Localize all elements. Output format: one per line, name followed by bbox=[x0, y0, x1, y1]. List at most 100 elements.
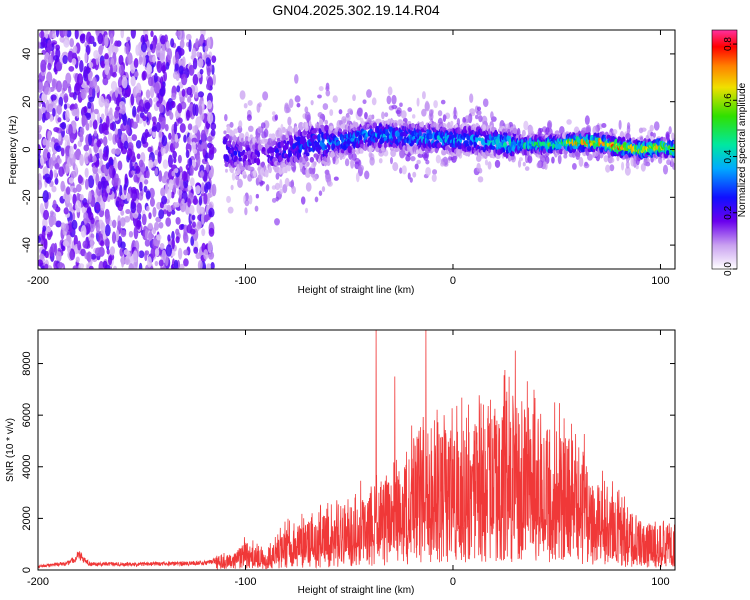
spectrogram-cell bbox=[114, 110, 119, 119]
spectrogram-cell bbox=[665, 131, 670, 140]
spectrogram-cell bbox=[477, 176, 484, 183]
spectrogram-cell bbox=[547, 120, 553, 130]
spectrogram-cell bbox=[652, 132, 656, 138]
spectrogram-cell bbox=[428, 134, 433, 140]
spectrogram-cell bbox=[665, 149, 670, 156]
spectrogram-cell bbox=[371, 97, 377, 106]
spectrogram-cell bbox=[201, 212, 205, 225]
spectrogram-cell bbox=[554, 143, 559, 150]
spectrogram-cell bbox=[176, 85, 181, 93]
spectrogram-cell bbox=[174, 133, 179, 143]
spectrogram-cell bbox=[310, 99, 314, 106]
spectrogram-cell bbox=[179, 200, 187, 213]
spectrogram-cell bbox=[81, 115, 88, 126]
spectrogram-cell bbox=[64, 134, 69, 142]
spectrogram-cell bbox=[79, 194, 84, 201]
spectrogram-cell bbox=[566, 119, 572, 125]
spectrogram-cell bbox=[435, 154, 441, 164]
spectrogram-cell bbox=[325, 89, 331, 97]
spectrogram-cell bbox=[177, 247, 183, 260]
spectrogram-cell bbox=[138, 99, 145, 112]
spectrogram-cell bbox=[181, 88, 186, 97]
spectrogram-cell bbox=[318, 190, 323, 196]
spectrogram-cell bbox=[38, 81, 44, 93]
spectrogram-cell bbox=[120, 229, 127, 238]
spectrogram-cell bbox=[294, 126, 298, 133]
spectrogram-cell bbox=[102, 189, 108, 203]
spectrogram-cell bbox=[312, 144, 316, 152]
spectrogram-cell bbox=[317, 112, 323, 118]
spectrogram-cell bbox=[137, 213, 142, 220]
spectrogram-cell bbox=[319, 119, 324, 126]
spectrogram-cell bbox=[322, 103, 329, 111]
spectrogram-cell bbox=[83, 66, 88, 79]
spectrogram-cell bbox=[246, 114, 252, 122]
spectrogram-cell bbox=[568, 152, 575, 158]
spectrogram-cell bbox=[171, 238, 175, 250]
spectrogram-cell bbox=[421, 91, 426, 100]
spectrogram-cell bbox=[392, 162, 399, 172]
spectrogram-cell bbox=[161, 195, 168, 205]
spectrogram-cell bbox=[284, 177, 290, 187]
snr-series-line bbox=[38, 330, 675, 570]
snr-y-tick-label: 4000 bbox=[21, 455, 33, 479]
spectrogram-cell bbox=[84, 178, 89, 190]
spectrogram-cell bbox=[51, 33, 57, 39]
spectrogram-cell bbox=[178, 59, 183, 66]
snr-x-tick-label: 0 bbox=[450, 576, 456, 588]
spectrogram-cell bbox=[52, 107, 56, 117]
spectrogram-cell bbox=[231, 172, 236, 181]
spectrogram-cell bbox=[536, 162, 542, 169]
spectrogram-cell bbox=[326, 155, 330, 164]
spectrogram-cell bbox=[47, 62, 52, 71]
spectrogram-cell bbox=[112, 46, 119, 53]
spectrogram-cell bbox=[150, 85, 155, 99]
spectrogram-cell bbox=[356, 107, 363, 117]
spectrogram-cell bbox=[51, 185, 57, 193]
spectrogram-cell bbox=[109, 107, 113, 116]
spectrogram-cell bbox=[144, 250, 150, 256]
spectrogram-y-label: Frequency (Hz) bbox=[8, 116, 19, 185]
spectrogram-cell bbox=[227, 206, 234, 214]
spectrogram-cell bbox=[601, 122, 607, 129]
spectrogram-cell bbox=[284, 104, 290, 114]
spectrogram-cell bbox=[383, 149, 389, 157]
spectrogram-cell bbox=[164, 182, 169, 195]
spectrogram-cell bbox=[98, 260, 105, 269]
spectrogram-cell bbox=[168, 132, 172, 140]
spectrogram-cell bbox=[584, 148, 589, 152]
spectrogram-cell bbox=[156, 234, 162, 241]
spectrogram-cell bbox=[83, 105, 88, 114]
spectrogram-cell bbox=[401, 165, 407, 175]
spectrogram-cell bbox=[93, 49, 100, 59]
spectrogram-cell bbox=[153, 237, 158, 246]
spectrogram-cell bbox=[195, 38, 199, 49]
spectrogram-cell bbox=[123, 184, 127, 191]
spectrogram-cell bbox=[421, 108, 427, 117]
spectrogram-x-tick-label: -100 bbox=[234, 275, 256, 287]
spectrogram-cell bbox=[329, 109, 334, 116]
spectrogram-cell bbox=[578, 156, 584, 167]
spectrogram-cell bbox=[135, 139, 142, 149]
spectrogram-cell bbox=[230, 184, 234, 191]
spectrogram-cell bbox=[104, 63, 110, 76]
spectrogram-cell bbox=[147, 256, 152, 268]
spectrogram-cell bbox=[662, 164, 669, 175]
spectrogram-cell bbox=[268, 165, 272, 174]
spectrogram-cell bbox=[39, 202, 44, 215]
spectrogram-cell bbox=[70, 170, 77, 179]
snr-y-tick-label: 2000 bbox=[21, 506, 33, 530]
spectrogram-cell bbox=[147, 64, 153, 74]
spectrogram-cell bbox=[207, 112, 214, 124]
spectrogram-cell bbox=[412, 171, 417, 178]
spectrogram-cell bbox=[83, 144, 90, 152]
spectrogram-cell bbox=[125, 42, 130, 55]
spectrogram-cell bbox=[151, 116, 156, 122]
spectrogram-cell bbox=[44, 30, 49, 39]
spectrogram-cell bbox=[68, 124, 73, 137]
spectrogram-cell bbox=[174, 63, 179, 72]
spectrogram-cell bbox=[58, 96, 64, 108]
spectrogram-cell bbox=[192, 198, 199, 205]
spectrogram-cell bbox=[179, 263, 185, 269]
